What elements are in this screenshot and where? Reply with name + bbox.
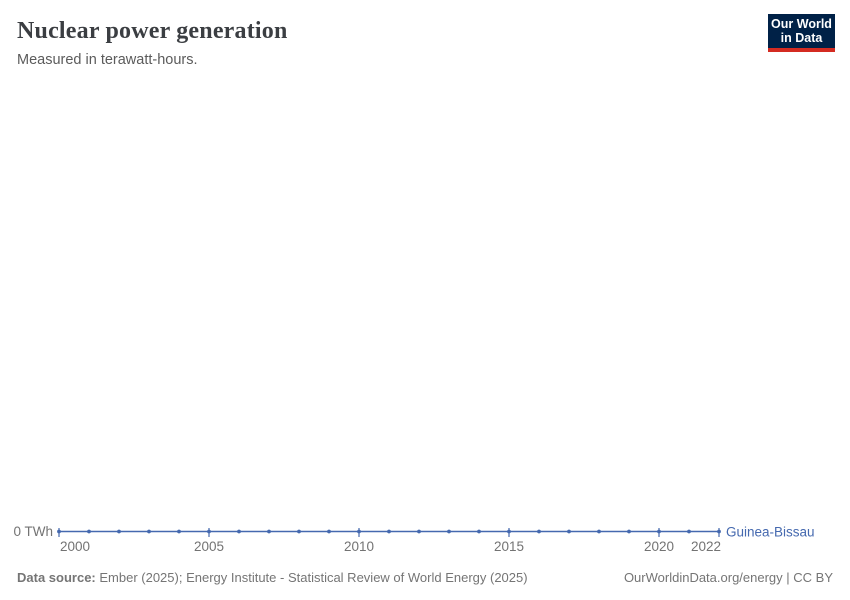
data-point-2007 bbox=[267, 529, 271, 534]
chart-subtitle: Measured in terawatt-hours. bbox=[17, 52, 198, 68]
data-point-2000 bbox=[57, 529, 61, 534]
data-point-2006 bbox=[237, 529, 241, 534]
data-point-2017 bbox=[567, 529, 571, 534]
data-point-2019 bbox=[627, 529, 631, 534]
data-point-2015 bbox=[507, 529, 511, 534]
data-point-2010 bbox=[357, 529, 361, 534]
owid-logo[interactable]: Our World in Data bbox=[768, 14, 835, 52]
x-axis-ticks: 2000 2005 2010 2015 2020 2022 bbox=[58, 528, 721, 554]
x-axis-label-2022: 2022 bbox=[691, 539, 721, 554]
data-point-2021 bbox=[687, 529, 691, 534]
x-axis-label-2010: 2010 bbox=[344, 539, 374, 554]
data-point-2005 bbox=[207, 529, 211, 534]
chart-footer: Data source: Ember (2025); Energy Instit… bbox=[17, 570, 833, 586]
x-axis-label-2015: 2015 bbox=[494, 539, 524, 554]
data-point-2004 bbox=[177, 529, 181, 534]
x-axis-label-2020: 2020 bbox=[644, 539, 674, 554]
data-source-label: Data source: bbox=[17, 570, 96, 585]
data-source-note: Data source: Ember (2025); Energy Instit… bbox=[17, 570, 528, 586]
data-point-2001 bbox=[87, 529, 91, 534]
data-point-2012 bbox=[417, 529, 421, 534]
attribution-link[interactable]: OurWorldinData.org/energy | CC BY bbox=[623, 570, 833, 585]
data-point-2018 bbox=[597, 529, 601, 534]
owid-logo-line1: Our World bbox=[771, 17, 832, 31]
data-point-2014 bbox=[477, 529, 481, 534]
data-point-2020 bbox=[657, 529, 661, 534]
series-layer bbox=[57, 529, 721, 534]
entity-label-guinea-bissau[interactable]: Guinea-Bissau bbox=[726, 525, 815, 540]
chart-header: Nuclear power generation Measured in ter… bbox=[17, 0, 288, 69]
data-point-2003 bbox=[147, 529, 151, 534]
x-axis-label-2005: 2005 bbox=[194, 539, 224, 554]
data-point-2008 bbox=[297, 529, 301, 534]
owid-logo-line2: in Data bbox=[780, 31, 823, 45]
data-point-2022 bbox=[717, 529, 721, 534]
data-point-2011 bbox=[387, 529, 391, 534]
data-point-2013 bbox=[447, 529, 451, 534]
data-source-text: Ember (2025); Energy Institute - Statist… bbox=[95, 570, 528, 585]
y-axis-zero-label: 0 TWh bbox=[13, 524, 53, 539]
data-point-2016 bbox=[537, 529, 541, 534]
data-point-2002 bbox=[117, 529, 121, 534]
page-title: Nuclear power generation bbox=[17, 18, 288, 44]
x-axis-label-2000: 2000 bbox=[60, 539, 90, 554]
data-point-2009 bbox=[327, 529, 331, 534]
